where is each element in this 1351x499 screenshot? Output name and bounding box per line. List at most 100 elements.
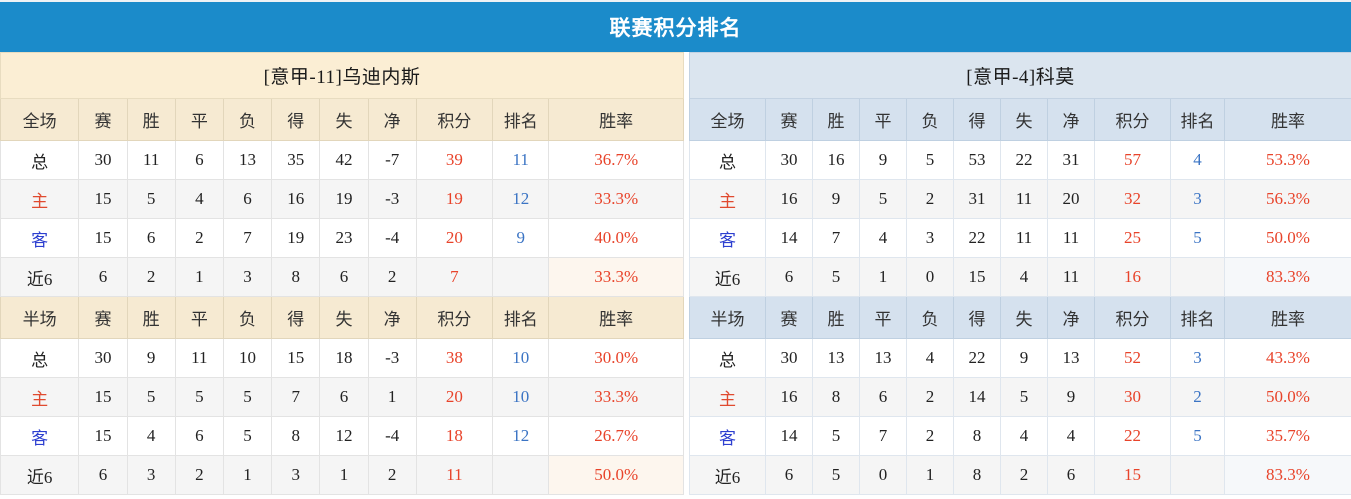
cell-goals-for: 16 [271,179,321,219]
table-row: 主 16 8 6 2 14 5 9 30 2 50.0% [689,377,1351,417]
cell-goals-for: 14 [953,377,1001,417]
col-loss: 负 [222,296,273,339]
col-points: 积分 [415,296,494,339]
col-goals-against: 失 [1000,296,1048,339]
cell-win: 5 [812,416,860,456]
cell-goal-diff: -4 [367,218,417,258]
cell-played: 15 [78,179,128,219]
cell-points: 39 [415,140,494,180]
cell-goals-against: 4 [1000,416,1048,456]
cell-win: 8 [812,377,860,417]
cell-loss: 5 [906,140,954,180]
col-draw: 平 [859,296,907,339]
row-label: 总 [0,338,80,378]
cell-win-rate: 53.3% [1224,140,1351,180]
cell-draw: 4 [174,179,224,219]
cell-played: 14 [765,416,813,456]
cell-rank [1170,257,1225,297]
col-goal-diff: 净 [1047,296,1095,339]
col-goal-diff: 净 [367,98,417,141]
cell-win-rate: 43.3% [1224,338,1351,378]
col-goals-against: 失 [319,296,369,339]
cell-draw: 11 [174,338,224,378]
cell-played: 14 [765,218,813,258]
team-panel-right: [意甲-4]科莫 全场 赛 胜 平 负 得 失 净 积分 排名 胜率 [689,52,1351,499]
cell-loss: 7 [222,218,273,258]
cell-draw: 1 [859,257,907,297]
col-draw: 平 [174,98,224,141]
cell-loss: 3 [906,218,954,258]
table-row: 近6 6 5 1 0 15 4 11 16 83.3% [689,257,1351,297]
cell-goal-diff: 31 [1047,140,1095,180]
cell-win: 5 [812,455,860,495]
cell-goals-against: 11 [1000,179,1048,219]
cell-win: 5 [126,377,176,417]
cell-goals-against: 18 [319,338,369,378]
row-label: 总 [689,140,766,180]
table-row: 总 30 16 9 5 53 22 31 57 4 53.3% [689,140,1351,180]
col-played: 赛 [78,296,128,339]
table-row: 近6 6 2 1 3 8 6 2 7 33.3% [0,257,684,297]
row-label: 主 [0,377,80,417]
table-row: 总 30 13 13 4 22 9 13 52 3 43.3% [689,338,1351,378]
table-row: 近6 6 3 2 1 3 1 2 11 50.0% [0,455,684,495]
cell-points: 22 [1094,416,1171,456]
cell-points: 32 [1094,179,1171,219]
cell-points: 20 [415,377,494,417]
team-stats-table-left: [意甲-11]乌迪内斯 全场 赛 胜 平 负 得 失 净 积分 排名 胜率 [0,52,684,495]
col-goals-for: 得 [953,296,1001,339]
cell-points: 38 [415,338,494,378]
cell-loss: 3 [222,257,273,297]
cell-loss: 4 [906,338,954,378]
cell-win-rate: 35.7% [1224,416,1351,456]
cell-goals-for: 31 [953,179,1001,219]
cell-goals-for: 19 [271,218,321,258]
cell-goals-against: 9 [1000,338,1048,378]
team-stats-table-right: [意甲-4]科莫 全场 赛 胜 平 负 得 失 净 积分 排名 胜率 [689,52,1351,495]
col-win-rate: 胜率 [1224,98,1351,141]
cell-goal-diff: -4 [367,416,417,456]
team-name-right: [意甲-4]科莫 [689,52,1351,99]
cell-draw: 4 [859,218,907,258]
cell-win-rate: 56.3% [1224,179,1351,219]
cell-points: 18 [415,416,494,456]
table-row: 主 16 9 5 2 31 11 20 32 3 56.3% [689,179,1351,219]
cell-win-rate: 50.0% [1224,218,1351,258]
col-played: 赛 [765,98,813,141]
cell-points: 20 [415,218,494,258]
cell-played: 30 [78,338,128,378]
cell-goals-against: 12 [319,416,369,456]
col-rank: 排名 [1170,296,1225,339]
cell-loss: 2 [906,416,954,456]
col-goals-for: 得 [271,296,321,339]
cell-draw: 6 [859,377,907,417]
cell-win-rate: 83.3% [1224,257,1351,297]
cell-played: 15 [78,218,128,258]
cell-played: 6 [78,455,128,495]
column-header-row-full-right: 全场 赛 胜 平 负 得 失 净 积分 排名 胜率 [689,98,1351,141]
cell-points: 7 [415,257,494,297]
cell-rank: 3 [1170,338,1225,378]
cell-goals-against: 6 [319,257,369,297]
cell-points: 52 [1094,338,1171,378]
cell-rank [492,257,550,297]
col-win-rate: 胜率 [1224,296,1351,339]
cell-played: 6 [78,257,128,297]
cell-rank: 3 [1170,179,1225,219]
cell-win-rate: 83.3% [1224,455,1351,495]
cell-goal-diff: 9 [1047,377,1095,417]
cell-rank: 12 [492,179,550,219]
cell-rank: 12 [492,416,550,456]
table-divider [684,52,689,499]
cell-points: 19 [415,179,494,219]
table-row: 客 14 5 7 2 8 4 4 22 5 35.7% [689,416,1351,456]
col-rank: 排名 [492,98,550,141]
cell-win-rate: 30.0% [548,338,684,378]
cell-win: 9 [812,179,860,219]
row-label: 主 [0,179,80,219]
cell-played: 15 [78,416,128,456]
row-label: 客 [0,416,80,456]
cell-draw: 0 [859,455,907,495]
cell-played: 6 [765,257,813,297]
